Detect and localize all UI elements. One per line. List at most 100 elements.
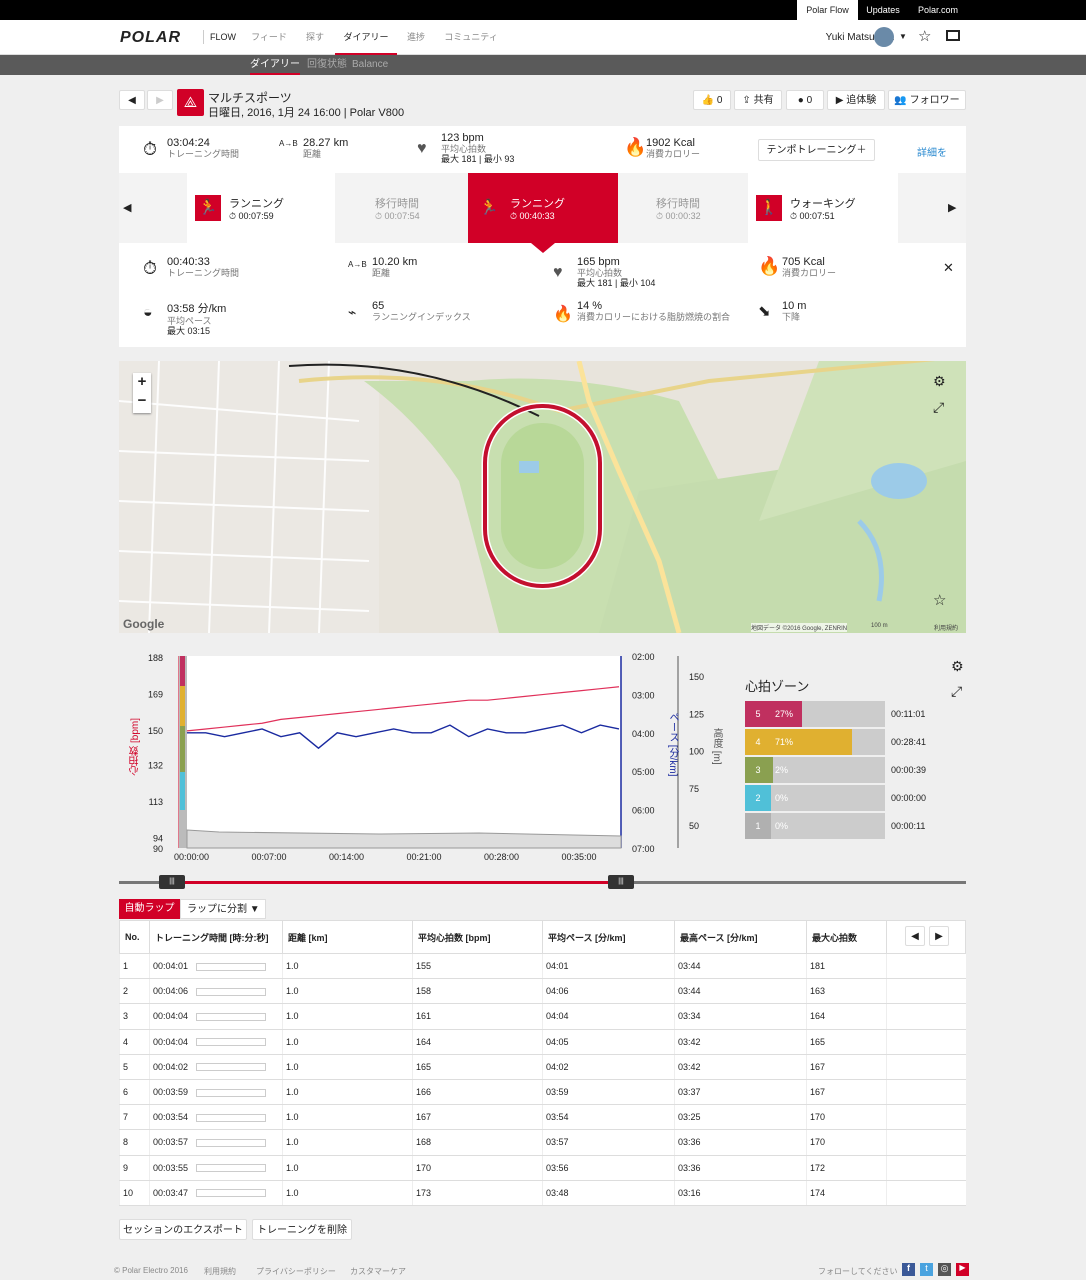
table-cell: 00:03:57 — [149, 1129, 283, 1156]
range-handle-left[interactable]: ||| — [159, 875, 185, 889]
table-cell: 03:56 — [542, 1155, 675, 1181]
table-cell — [886, 1054, 966, 1080]
table-cell: 1.0 — [282, 1155, 413, 1181]
star-icon[interactable]: ☆ — [918, 28, 932, 45]
tile-transition-1[interactable]: 移行時間 ⏱ 00:07:54 — [337, 173, 467, 243]
summary-duration: ⏱ 03:04:24 トレーニング時間 — [143, 137, 239, 159]
footer-terms[interactable]: 利用規約 — [204, 1267, 236, 1276]
col-header[interactable]: No. — [119, 920, 150, 954]
cell-value: 03:54 — [546, 1112, 569, 1123]
next-session-button[interactable]: ▶ — [147, 90, 173, 110]
nav-diary[interactable]: ダイアリー — [335, 20, 397, 55]
map-terms[interactable]: 利用規約 — [934, 626, 959, 632]
twitter-icon[interactable]: t — [920, 1263, 933, 1276]
table-cell: 00:04:01 — [149, 953, 283, 980]
nav-community[interactable]: コミュニティ — [444, 32, 498, 42]
zone-row: 5 27% 00:11:01 — [745, 701, 960, 729]
chart-settings-gear-icon[interactable]: ⚙ — [951, 658, 964, 674]
table-cell: 181 — [806, 953, 887, 980]
subnav-recovery[interactable]: 回復状態 — [307, 59, 347, 70]
table-cell: 168 — [412, 1129, 543, 1156]
cell-value: 1.0 — [286, 1137, 299, 1148]
footer-care[interactable]: カスタマーケア — [350, 1267, 406, 1276]
tile-running-1[interactable]: 🏃 ランニング ⏱ 00:07:59 — [187, 173, 335, 243]
link-updates[interactable]: Updates — [866, 5, 900, 15]
zone-band-segment — [180, 686, 185, 726]
facebook-icon[interactable]: f — [902, 1263, 915, 1276]
zone-percent: 0% — [775, 793, 789, 803]
fullscreen-icon[interactable]: ⤢ — [933, 399, 945, 415]
route-map[interactable]: + − ⚙ ⤢ ☆ Google 地図データ ©2016 Google, ZEN… — [119, 361, 966, 633]
star-icon[interactable]: ☆ — [933, 592, 947, 609]
zone-number: 3 — [745, 757, 771, 783]
link-polar-flow[interactable]: Polar Flow — [797, 0, 858, 20]
followers-button[interactable]: 👥 フォロワー — [888, 90, 966, 110]
tile-name: 移行時間 — [656, 198, 700, 210]
detail-duration: ⏱ 00:40:33 トレーニング時間 — [143, 256, 239, 278]
chevron-down-icon[interactable]: ▼ — [899, 32, 907, 41]
avatar[interactable] — [874, 27, 894, 47]
multisport-icon: ⟁ — [177, 89, 204, 116]
subnav-balance[interactable]: Balance — [352, 59, 389, 70]
polar-logo[interactable]: POLAR — [120, 29, 181, 46]
share-button[interactable]: ⇪ 共有 — [734, 90, 782, 110]
tab-split-lap[interactable]: ラップに分割 ▼ — [180, 899, 266, 919]
selected-tile-pointer — [531, 243, 555, 253]
zone-row: 2 0% 00:00:00 — [745, 785, 960, 813]
tile-time-wrap: ⏱ 00:07:54 — [375, 211, 420, 222]
details-link[interactable]: 詳細を — [917, 148, 947, 159]
table-cell: 1.0 — [282, 978, 413, 1005]
tile-walking[interactable]: 🚶 ウォーキング ⏱ 00:07:51 — [748, 173, 898, 243]
col-header[interactable]: トレーニング時間 [時:分:秒] — [149, 920, 283, 954]
range-handle-right[interactable]: ||| — [608, 875, 634, 889]
col-header-nav — [886, 920, 966, 954]
table-prev-columns[interactable]: ◀ — [905, 926, 925, 946]
zoom-in-button[interactable]: + — [137, 373, 147, 390]
chart-fullscreen-icon[interactable]: ⤢ — [951, 683, 963, 699]
altitude-tick: 100 — [689, 747, 704, 757]
relive-button[interactable]: ▶ 追体験 — [827, 90, 885, 110]
youtube-icon[interactable]: ▶ — [956, 1263, 969, 1276]
subnav-diary[interactable]: ダイアリー — [250, 55, 300, 75]
footer-follow: フォローしてください — [818, 1267, 898, 1276]
x-tick: 00:28:00 — [484, 852, 519, 862]
nav-progress[interactable]: 進捗 — [406, 32, 425, 42]
table-next-columns[interactable]: ▶ — [929, 926, 949, 946]
zoom-out-button[interactable]: − — [137, 392, 147, 409]
close-icon[interactable]: ✕ — [943, 260, 954, 275]
prev-session-button[interactable]: ◀ — [119, 90, 145, 110]
detail-distance-value: 10.20 km — [372, 256, 418, 268]
table-cell: 1 — [119, 953, 150, 980]
tab-auto-lap[interactable]: 自動ラップ — [119, 899, 180, 919]
user-name[interactable]: Yuki Matsukura — [825, 32, 894, 43]
chart-section: 188 169 150 132 113 94 90 02:00 03:00 04:00 05:00 0… — [119, 648, 966, 863]
col-header[interactable]: 最大心拍数 — [806, 920, 887, 954]
link-polar-com[interactable]: Polar.com — [917, 5, 959, 15]
like-button[interactable]: 👍 0 — [693, 90, 731, 110]
tile-running-2[interactable]: 🏃 ランニング ⏱ 00:40:33 — [468, 173, 618, 253]
comment-count: 0 — [806, 95, 813, 106]
settings-gear-icon[interactable]: ⚙ — [933, 373, 946, 389]
nav-feed[interactable]: フィード — [251, 32, 287, 42]
col-header[interactable]: 距離 [km] — [282, 920, 413, 954]
message-icon[interactable] — [946, 30, 960, 41]
col-header[interactable]: 平均ペース [分/km] — [542, 920, 675, 954]
export-session-button[interactable]: セッションのエクスポート — [119, 1219, 247, 1240]
detail-hr-minmax: 最大 181 | 最小 104 — [577, 278, 656, 288]
altitude-area — [186, 829, 622, 849]
footer-privacy[interactable]: プライバシーポリシー — [256, 1267, 336, 1276]
tile-transition-2[interactable]: 移行時間 ⏱ 00:00:32 — [618, 173, 748, 243]
tiles-next-arrow[interactable]: ▶ — [948, 202, 957, 214]
hr-series-line — [186, 686, 620, 732]
comment-button[interactable]: ● 0 — [786, 90, 824, 110]
instagram-icon[interactable]: ◎ — [938, 1263, 951, 1276]
delete-training-button[interactable]: トレーニングを削除 — [252, 1219, 352, 1240]
main-header: POLAR FLOW フィード 探す ダイアリー 進捗 コミュニティ Yuki … — [0, 20, 1086, 55]
split-label: ラップに分割 — [187, 904, 247, 915]
nav-explore[interactable]: 探す — [305, 32, 324, 42]
col-header[interactable]: 最高ペース [分/km] — [674, 920, 807, 954]
tiles-prev-arrow[interactable]: ◀ — [123, 202, 132, 214]
table-cell: 03:37 — [674, 1079, 807, 1106]
tempo-training-button[interactable]: テンポトレーニング＋ — [758, 139, 875, 161]
col-header[interactable]: 平均心拍数 [bpm] — [412, 920, 543, 954]
